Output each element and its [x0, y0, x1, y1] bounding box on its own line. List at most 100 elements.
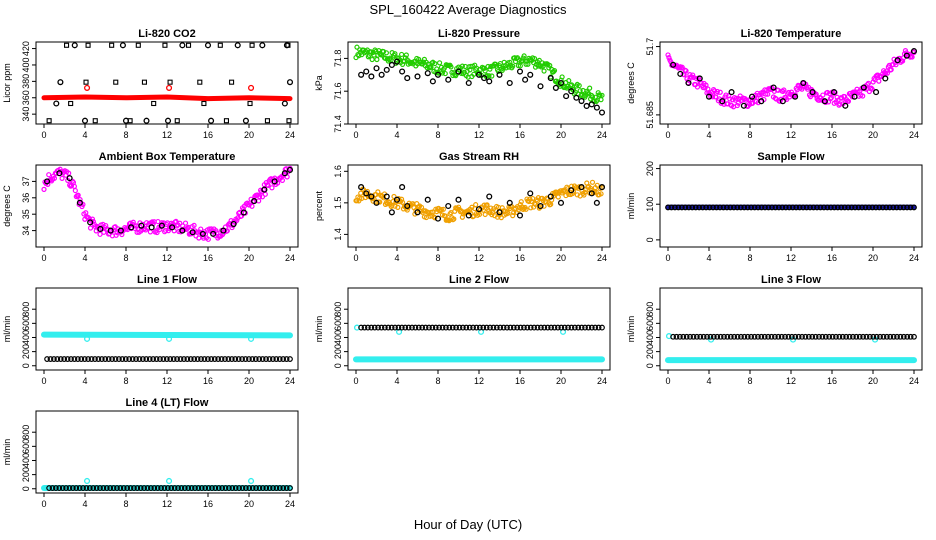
plot-data [665, 48, 918, 110]
data-point [117, 227, 124, 234]
row-point [287, 356, 293, 362]
dense-point [41, 186, 47, 192]
row-point [134, 485, 141, 491]
dense-point [395, 204, 401, 210]
data-point [358, 71, 365, 78]
x-tick-label: 20 [244, 130, 254, 140]
row-point [860, 333, 867, 340]
y-tick-label: 800 [333, 302, 343, 317]
data-point [286, 166, 294, 173]
row-point [388, 324, 395, 331]
y-tick-label: 400 [645, 330, 655, 345]
row-point [218, 356, 225, 362]
x-tick-label: 20 [556, 130, 566, 140]
y-tick-label: 0 [645, 237, 655, 242]
row-point [212, 485, 219, 491]
row-point [833, 333, 839, 340]
row-point [565, 324, 571, 331]
dense-point [749, 100, 756, 106]
row-point [769, 204, 775, 211]
row-point [675, 204, 682, 211]
data-point [271, 178, 278, 185]
series-magenta-dense [665, 48, 917, 110]
x-tick-label: 16 [827, 376, 837, 386]
data-point [830, 89, 838, 96]
x-tick-label: 4 [394, 130, 399, 140]
row-point [877, 333, 883, 340]
x-tick-label: 20 [244, 253, 254, 263]
row-point [795, 333, 802, 340]
row-point [177, 356, 184, 362]
row-point [283, 485, 290, 491]
y-tick-label: 380 [21, 74, 31, 89]
series-black-circle [44, 166, 294, 237]
row-point [436, 324, 443, 331]
dense-point [499, 205, 505, 211]
dense-point [665, 52, 671, 58]
square-point [92, 118, 98, 124]
dense-point [541, 203, 547, 209]
x-tick-label: 20 [244, 376, 254, 386]
row-point [219, 485, 226, 491]
y-axis-label: ml/min [626, 316, 636, 343]
row-point [748, 333, 755, 340]
data-point [84, 84, 91, 91]
row-point [538, 324, 544, 331]
data-point [434, 215, 442, 222]
row-point [595, 324, 602, 331]
dense-point [259, 194, 266, 200]
data-point [281, 170, 288, 177]
row-point [110, 485, 117, 491]
row-point [269, 356, 276, 362]
row-point [98, 356, 105, 362]
row-point [706, 204, 713, 211]
dense-point [484, 202, 490, 208]
row-point [869, 204, 876, 211]
data-point [234, 42, 241, 49]
x-tick-label: 0 [41, 376, 46, 386]
row-point [463, 324, 470, 331]
y-tick-label: 36 [21, 193, 31, 203]
row-point [687, 333, 693, 340]
row-point [554, 324, 561, 331]
dense-point [488, 205, 494, 211]
row-point [263, 356, 269, 362]
plot-data [353, 44, 606, 116]
row-point [822, 333, 829, 340]
row-point [710, 204, 716, 211]
row-point [371, 324, 378, 331]
row-point [456, 324, 463, 331]
row-point [68, 356, 74, 362]
row-point [225, 356, 232, 362]
row-point [102, 356, 109, 362]
row-point [521, 324, 527, 331]
data-point [537, 202, 544, 210]
row-point [276, 356, 283, 362]
row-point [862, 204, 869, 211]
dense-point [566, 78, 572, 84]
y-tick-label: 1.5 [333, 197, 343, 210]
row-point [751, 333, 758, 340]
row-point [717, 204, 723, 211]
row-point [229, 485, 236, 491]
dense-point [837, 101, 843, 107]
row-point [890, 204, 897, 211]
x-tick-label: 4 [82, 253, 87, 263]
x-tick-label: 12 [162, 253, 172, 263]
square-point [197, 79, 203, 85]
row-point [731, 333, 738, 340]
row-point [473, 324, 480, 331]
data-point [516, 68, 524, 75]
dense-point [551, 67, 558, 74]
row-point [412, 324, 419, 331]
row-point [76, 485, 83, 491]
x-tick-label: 24 [285, 376, 295, 386]
square-point [151, 100, 157, 107]
panel-8: Line 2 Flow ml/min 0 4 8 12 16 20 24 0 20040060080… [314, 274, 611, 386]
row-point [283, 356, 290, 362]
row-point [907, 204, 914, 211]
data-point [286, 79, 294, 86]
x-tick-label: 12 [162, 499, 172, 509]
row-point [872, 204, 879, 211]
row-point [585, 324, 592, 331]
